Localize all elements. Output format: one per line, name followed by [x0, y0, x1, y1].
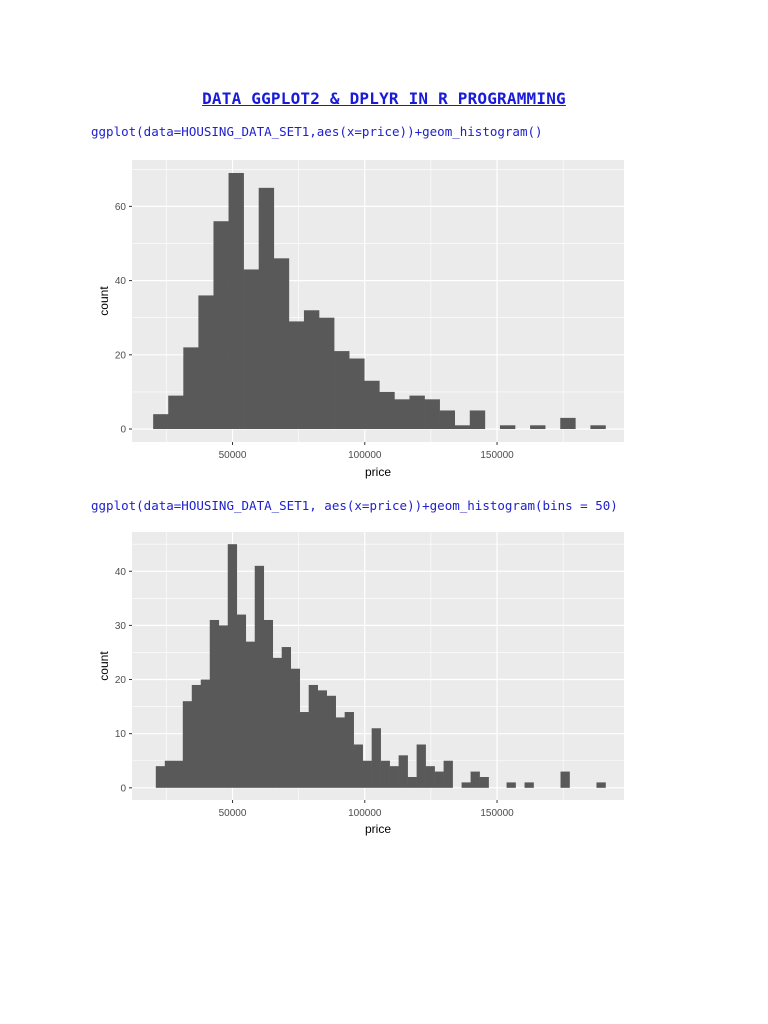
histogram-bar — [407, 776, 417, 788]
histogram-bar — [245, 641, 256, 788]
histogram-bar — [524, 782, 534, 788]
histogram-bar — [243, 269, 260, 430]
histogram-bar — [191, 684, 202, 788]
histogram-bar — [272, 657, 283, 788]
histogram-bar — [389, 766, 399, 788]
x-axis-title: price — [365, 822, 391, 836]
histogram-bar — [281, 647, 292, 788]
histogram-bar — [371, 728, 381, 788]
histogram-bar — [434, 771, 444, 788]
histogram-bar — [506, 782, 516, 788]
histogram-bar — [469, 410, 486, 430]
histogram-bar — [317, 690, 327, 788]
histogram-bar — [153, 414, 169, 430]
y-tick-label: 40 — [115, 276, 127, 287]
histogram-bar — [335, 717, 345, 788]
histogram-bar — [198, 295, 214, 430]
x-tick-label: 50000 — [219, 450, 247, 461]
y-tick-label: 0 — [120, 783, 126, 794]
histogram-bar — [353, 744, 363, 788]
histogram-bar — [596, 782, 606, 788]
histogram-bar — [530, 425, 546, 430]
histogram-bar — [218, 625, 229, 788]
histogram-bar — [334, 351, 350, 430]
histogram-bar — [560, 771, 570, 788]
histogram-bar — [299, 712, 309, 788]
histogram-bar — [209, 619, 220, 788]
y-tick-label: 40 — [115, 567, 127, 578]
histogram-bar — [308, 684, 318, 788]
histogram-bar — [319, 317, 335, 430]
histogram-bar — [258, 187, 275, 430]
histogram-bar — [228, 172, 244, 430]
histogram-bar — [290, 668, 301, 788]
histogram-bar — [443, 760, 453, 788]
x-tick-label: 150000 — [480, 450, 514, 461]
histogram-chart-50-bins: 50000 100000 150000 0 10 20 30 40 price count — [97, 532, 624, 836]
histogram-bar — [416, 744, 426, 788]
histogram-bar — [425, 766, 435, 788]
histogram-bar — [288, 321, 305, 430]
histogram-bar — [364, 380, 380, 430]
histogram-bar — [168, 395, 184, 430]
histogram-bar — [227, 544, 238, 788]
y-tick-label: 30 — [115, 621, 127, 632]
histogram-bar — [439, 410, 456, 430]
x-tick-label: 100000 — [348, 450, 382, 461]
y-tick-label: 20 — [115, 675, 127, 686]
histogram-bar — [394, 399, 410, 430]
histogram-bar — [379, 391, 395, 430]
histogram-bar — [254, 565, 265, 788]
y-tick-label: 10 — [115, 729, 127, 740]
y-tick-label: 60 — [115, 202, 127, 213]
histogram-bar — [424, 399, 440, 430]
code-line-histogram-default: ggplot(data=HOUSING_DATA_SET1,aes(x=pric… — [91, 124, 543, 139]
histogram-bar — [182, 701, 193, 788]
histogram-bar — [326, 695, 336, 788]
x-tick-label: 100000 — [348, 808, 382, 819]
histogram-bar — [479, 776, 489, 788]
histogram-bar — [461, 782, 471, 788]
histogram-bar — [362, 760, 372, 788]
histogram-bar — [263, 619, 274, 788]
histogram-bar — [590, 425, 606, 430]
histogram-bar — [164, 760, 175, 788]
histogram-bar — [409, 395, 425, 430]
histogram-bar — [303, 310, 320, 430]
histogram-bar — [236, 614, 247, 788]
y-tick-label: 20 — [115, 350, 127, 361]
x-tick-label: 50000 — [219, 808, 247, 819]
histogram-bar — [349, 358, 365, 430]
histogram-chart-default-bins: 50000 100000 150000 0 20 40 60 price count — [97, 160, 624, 479]
histogram-bar — [454, 425, 471, 430]
histogram-bar — [470, 771, 480, 788]
x-tick-label: 150000 — [480, 808, 514, 819]
y-axis-title: count — [97, 651, 111, 681]
histogram-bar — [344, 712, 354, 788]
y-tick-label: 0 — [120, 425, 126, 436]
histogram-bar — [155, 766, 166, 788]
histogram-bar — [560, 417, 576, 430]
x-axis-title: price — [365, 465, 391, 479]
y-axis-title: count — [97, 286, 111, 316]
histogram-bar — [380, 760, 390, 788]
histogram-bar — [499, 425, 516, 430]
histogram-bar — [213, 221, 229, 430]
histogram-bar — [273, 258, 290, 430]
histogram-bar — [183, 347, 199, 430]
histogram-bar — [398, 755, 408, 788]
histogram-bar — [200, 679, 211, 788]
page-title: DATA GGPLOT2 & DPLYR IN R PROGRAMMING — [202, 89, 566, 108]
code-line-histogram-50-bins: ggplot(data=HOUSING_DATA_SET1, aes(x=pri… — [91, 498, 618, 513]
histogram-bar — [173, 760, 184, 788]
